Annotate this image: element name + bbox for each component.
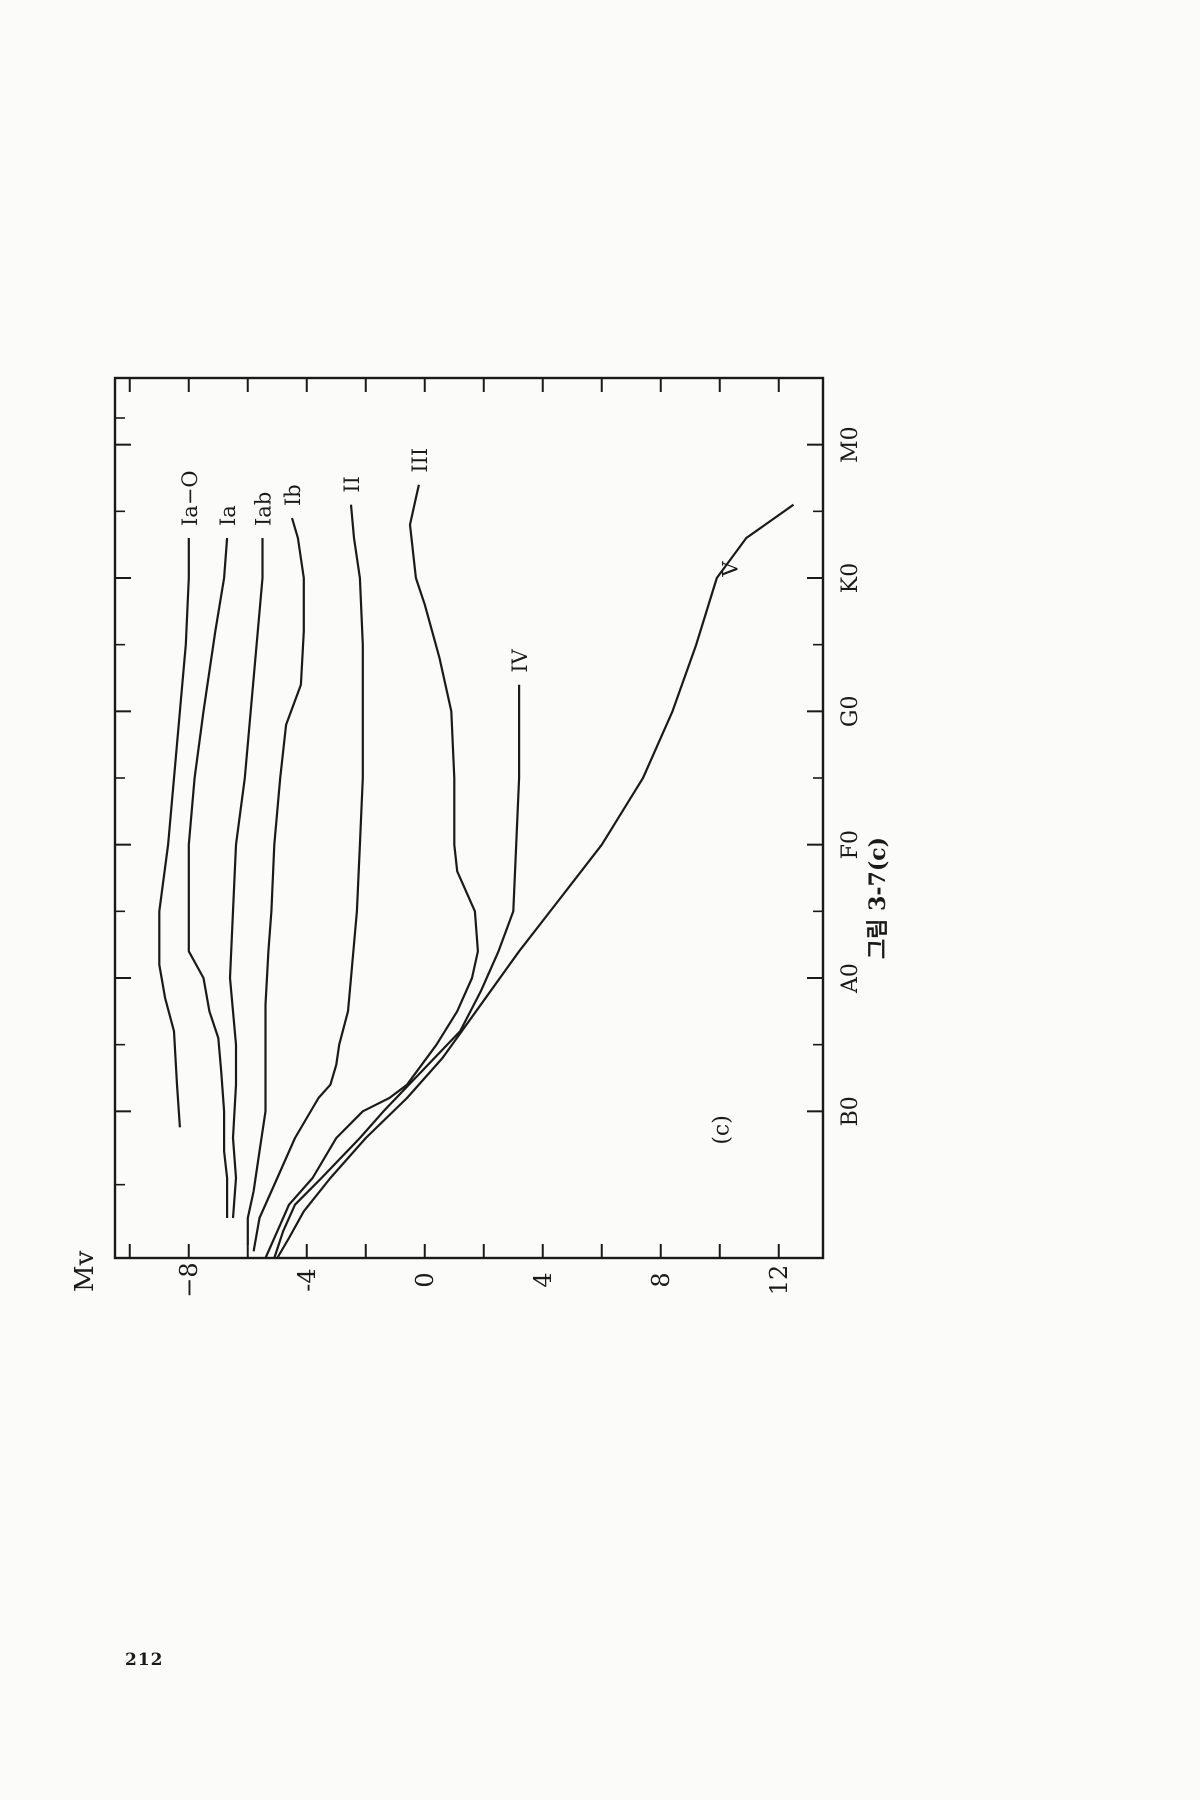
figure-caption: 그림 3-7(c) — [865, 837, 891, 959]
series-line-4 — [246, 517, 305, 1245]
x-tick-label: K0 — [838, 563, 863, 593]
curve-label: III — [408, 448, 432, 473]
curve-label: Ia−O — [178, 470, 202, 526]
y-tick-label: −8 — [175, 1262, 203, 1297]
y-tick-label: 8 — [647, 1272, 675, 1287]
series-line-1 — [158, 538, 190, 1128]
series-line-7 — [273, 684, 521, 1259]
y-tick-label: 0 — [411, 1272, 439, 1287]
x-tick-label: M0 — [838, 426, 863, 463]
series-layer — [158, 484, 795, 1259]
panel-label: (c) — [710, 1115, 735, 1145]
x-tick-label: B0 — [838, 1096, 863, 1126]
y-tick-label: -4 — [293, 1268, 321, 1291]
x-tick-label: F0 — [838, 830, 863, 859]
curve-label: II — [340, 476, 364, 493]
y-axis-title: Mv — [70, 1250, 100, 1292]
y-tick-label: 4 — [529, 1272, 557, 1287]
page-number: 212 — [125, 1650, 164, 1670]
plot-frame — [113, 376, 825, 1260]
curve-label: Ib — [281, 484, 305, 506]
curve-label: Iab — [252, 492, 276, 526]
x-tick-label: A0 — [838, 963, 863, 994]
series-line-6 — [264, 484, 479, 1259]
series-line-2 — [187, 537, 229, 1218]
series-line-5 — [252, 504, 364, 1252]
x-tick-label: G0 — [838, 696, 863, 728]
y-tick-label: 12 — [765, 1265, 793, 1296]
y-axis: −8 -4 0 4 8 12 — [128, 378, 793, 1298]
curve-label: Ia — [216, 505, 240, 526]
series-line-3 — [228, 538, 264, 1219]
curve-label: IV — [508, 648, 532, 672]
curve-label: V — [718, 561, 742, 578]
x-axis: B0 A0 F0 G0 K0 M0 — [115, 417, 863, 1186]
series-line-8 — [276, 503, 795, 1259]
